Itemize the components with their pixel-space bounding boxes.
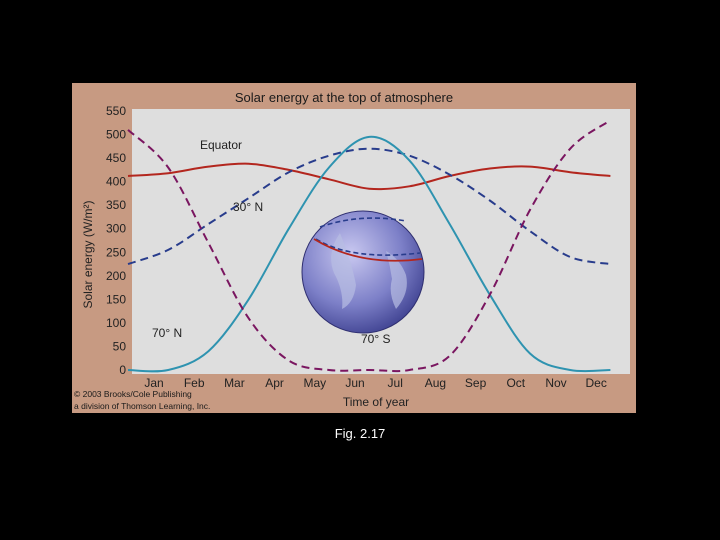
x-tick-label: Sep xyxy=(465,376,487,390)
credit-line-1: © 2003 Brooks/Cole Publishing xyxy=(74,389,192,399)
y-tick-label: 150 xyxy=(106,292,126,306)
x-tick-label: Oct xyxy=(506,376,525,390)
earth-globe-illustration xyxy=(301,210,425,334)
y-tick-label: 50 xyxy=(113,339,127,353)
x-tick-label: Aug xyxy=(425,376,446,390)
y-axis-label: Solar energy (W/m²) xyxy=(81,200,95,308)
chart-svg: Solar energy at the top of atmosphere 0 50… xyxy=(81,90,630,409)
y-tick-label: 450 xyxy=(106,151,126,165)
y-tick-label: 500 xyxy=(106,128,126,142)
chart-figure: Solar energy at the top of atmosphere 0 50… xyxy=(72,83,636,413)
chart-title: Solar energy at the top of atmosphere xyxy=(235,90,453,105)
x-tick-label: Jan xyxy=(144,376,163,390)
series-annotation: Equator xyxy=(200,138,242,152)
y-tick-label: 300 xyxy=(106,222,126,236)
y-tick-label: 350 xyxy=(106,198,126,212)
y-tick-label: 0 xyxy=(119,363,126,377)
y-tick-label: 200 xyxy=(106,269,126,283)
series-annotation: 30° N xyxy=(233,200,263,214)
x-axis-label: Time of year xyxy=(343,395,409,409)
y-tick-label: 100 xyxy=(106,316,126,330)
x-tick-label: Feb xyxy=(184,376,205,390)
figure-caption: Fig. 2.17 xyxy=(334,426,386,441)
y-tick-label: 400 xyxy=(106,175,126,189)
y-tick-label: 550 xyxy=(106,104,126,118)
y-tick-label: 250 xyxy=(106,245,126,259)
credit-line-2: a division of Thomson Learning, Inc. xyxy=(74,401,211,411)
x-tick-label: May xyxy=(303,376,326,390)
x-tick-label: Dec xyxy=(586,376,607,390)
series-annotation: 70° N xyxy=(152,326,182,340)
series-annotation: 70° S xyxy=(361,332,390,346)
x-tick-label: Jun xyxy=(345,376,364,390)
x-tick-label: Mar xyxy=(224,376,245,390)
x-tick-label: Jul xyxy=(388,376,403,390)
x-tick-label: Apr xyxy=(265,376,284,390)
x-tick-label: Nov xyxy=(545,376,566,390)
